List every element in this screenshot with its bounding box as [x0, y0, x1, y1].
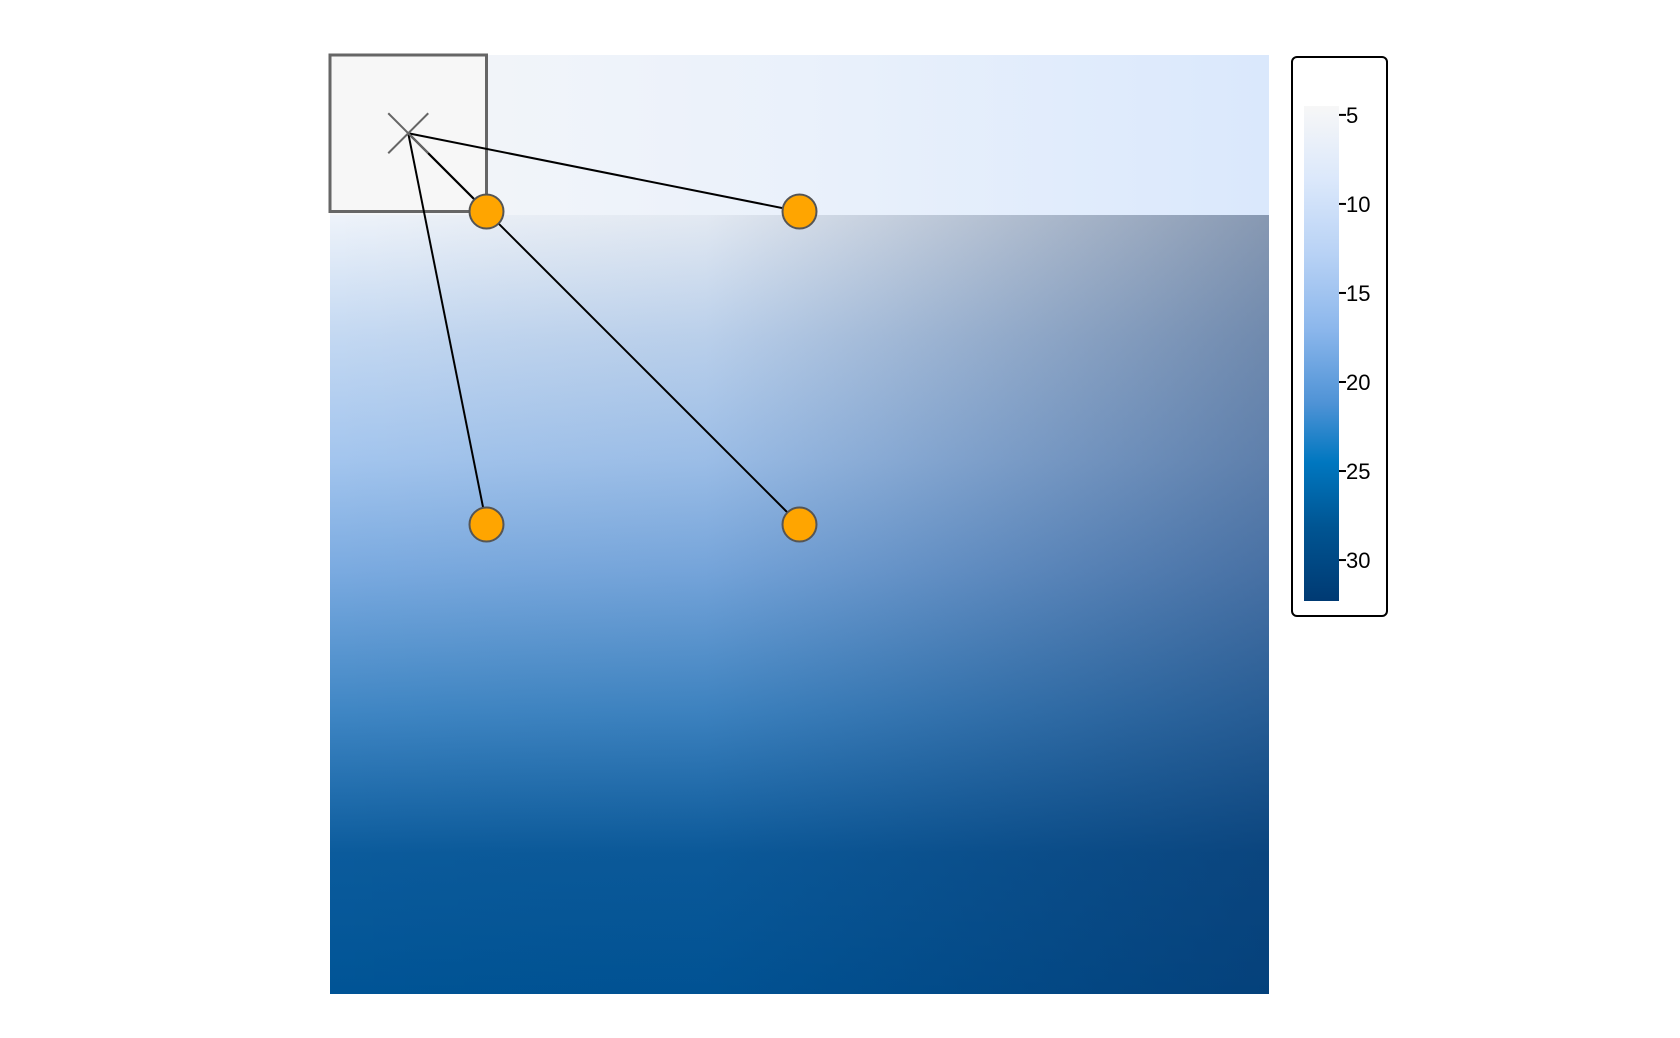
sample-point-1	[468, 193, 505, 230]
colorbar-tick-label-30: 30	[1346, 548, 1370, 573]
colorbar-legend: 5 10 15 20 25 30	[1291, 56, 1388, 617]
colorbar-tick-label-5: 5	[1346, 103, 1358, 128]
sample-points	[468, 193, 818, 543]
colorbar	[1304, 106, 1339, 601]
raster-shading	[330, 215, 1269, 994]
sample-point-3	[468, 506, 505, 543]
colorbar-tick-label-25: 25	[1346, 459, 1370, 484]
cross-stroke-2	[387, 112, 429, 154]
colorbar-tick-label-10: 10	[1346, 192, 1370, 217]
link-line-2	[408, 132, 800, 213]
colorbar-ticks: 5 10 15 20 25 30	[1339, 103, 1370, 573]
link-line-3	[407, 133, 488, 525]
colorbar-tick-label-15: 15	[1346, 281, 1370, 306]
link-line-4	[407, 132, 801, 526]
sample-point-2	[781, 193, 818, 230]
sample-point-4	[781, 506, 818, 543]
target-cross-marker	[387, 112, 429, 154]
colorbar-tick-label-20: 20	[1346, 370, 1370, 395]
